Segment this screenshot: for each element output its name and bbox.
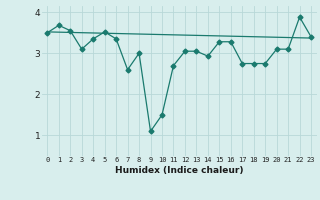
X-axis label: Humidex (Indice chaleur): Humidex (Indice chaleur)	[115, 166, 244, 175]
